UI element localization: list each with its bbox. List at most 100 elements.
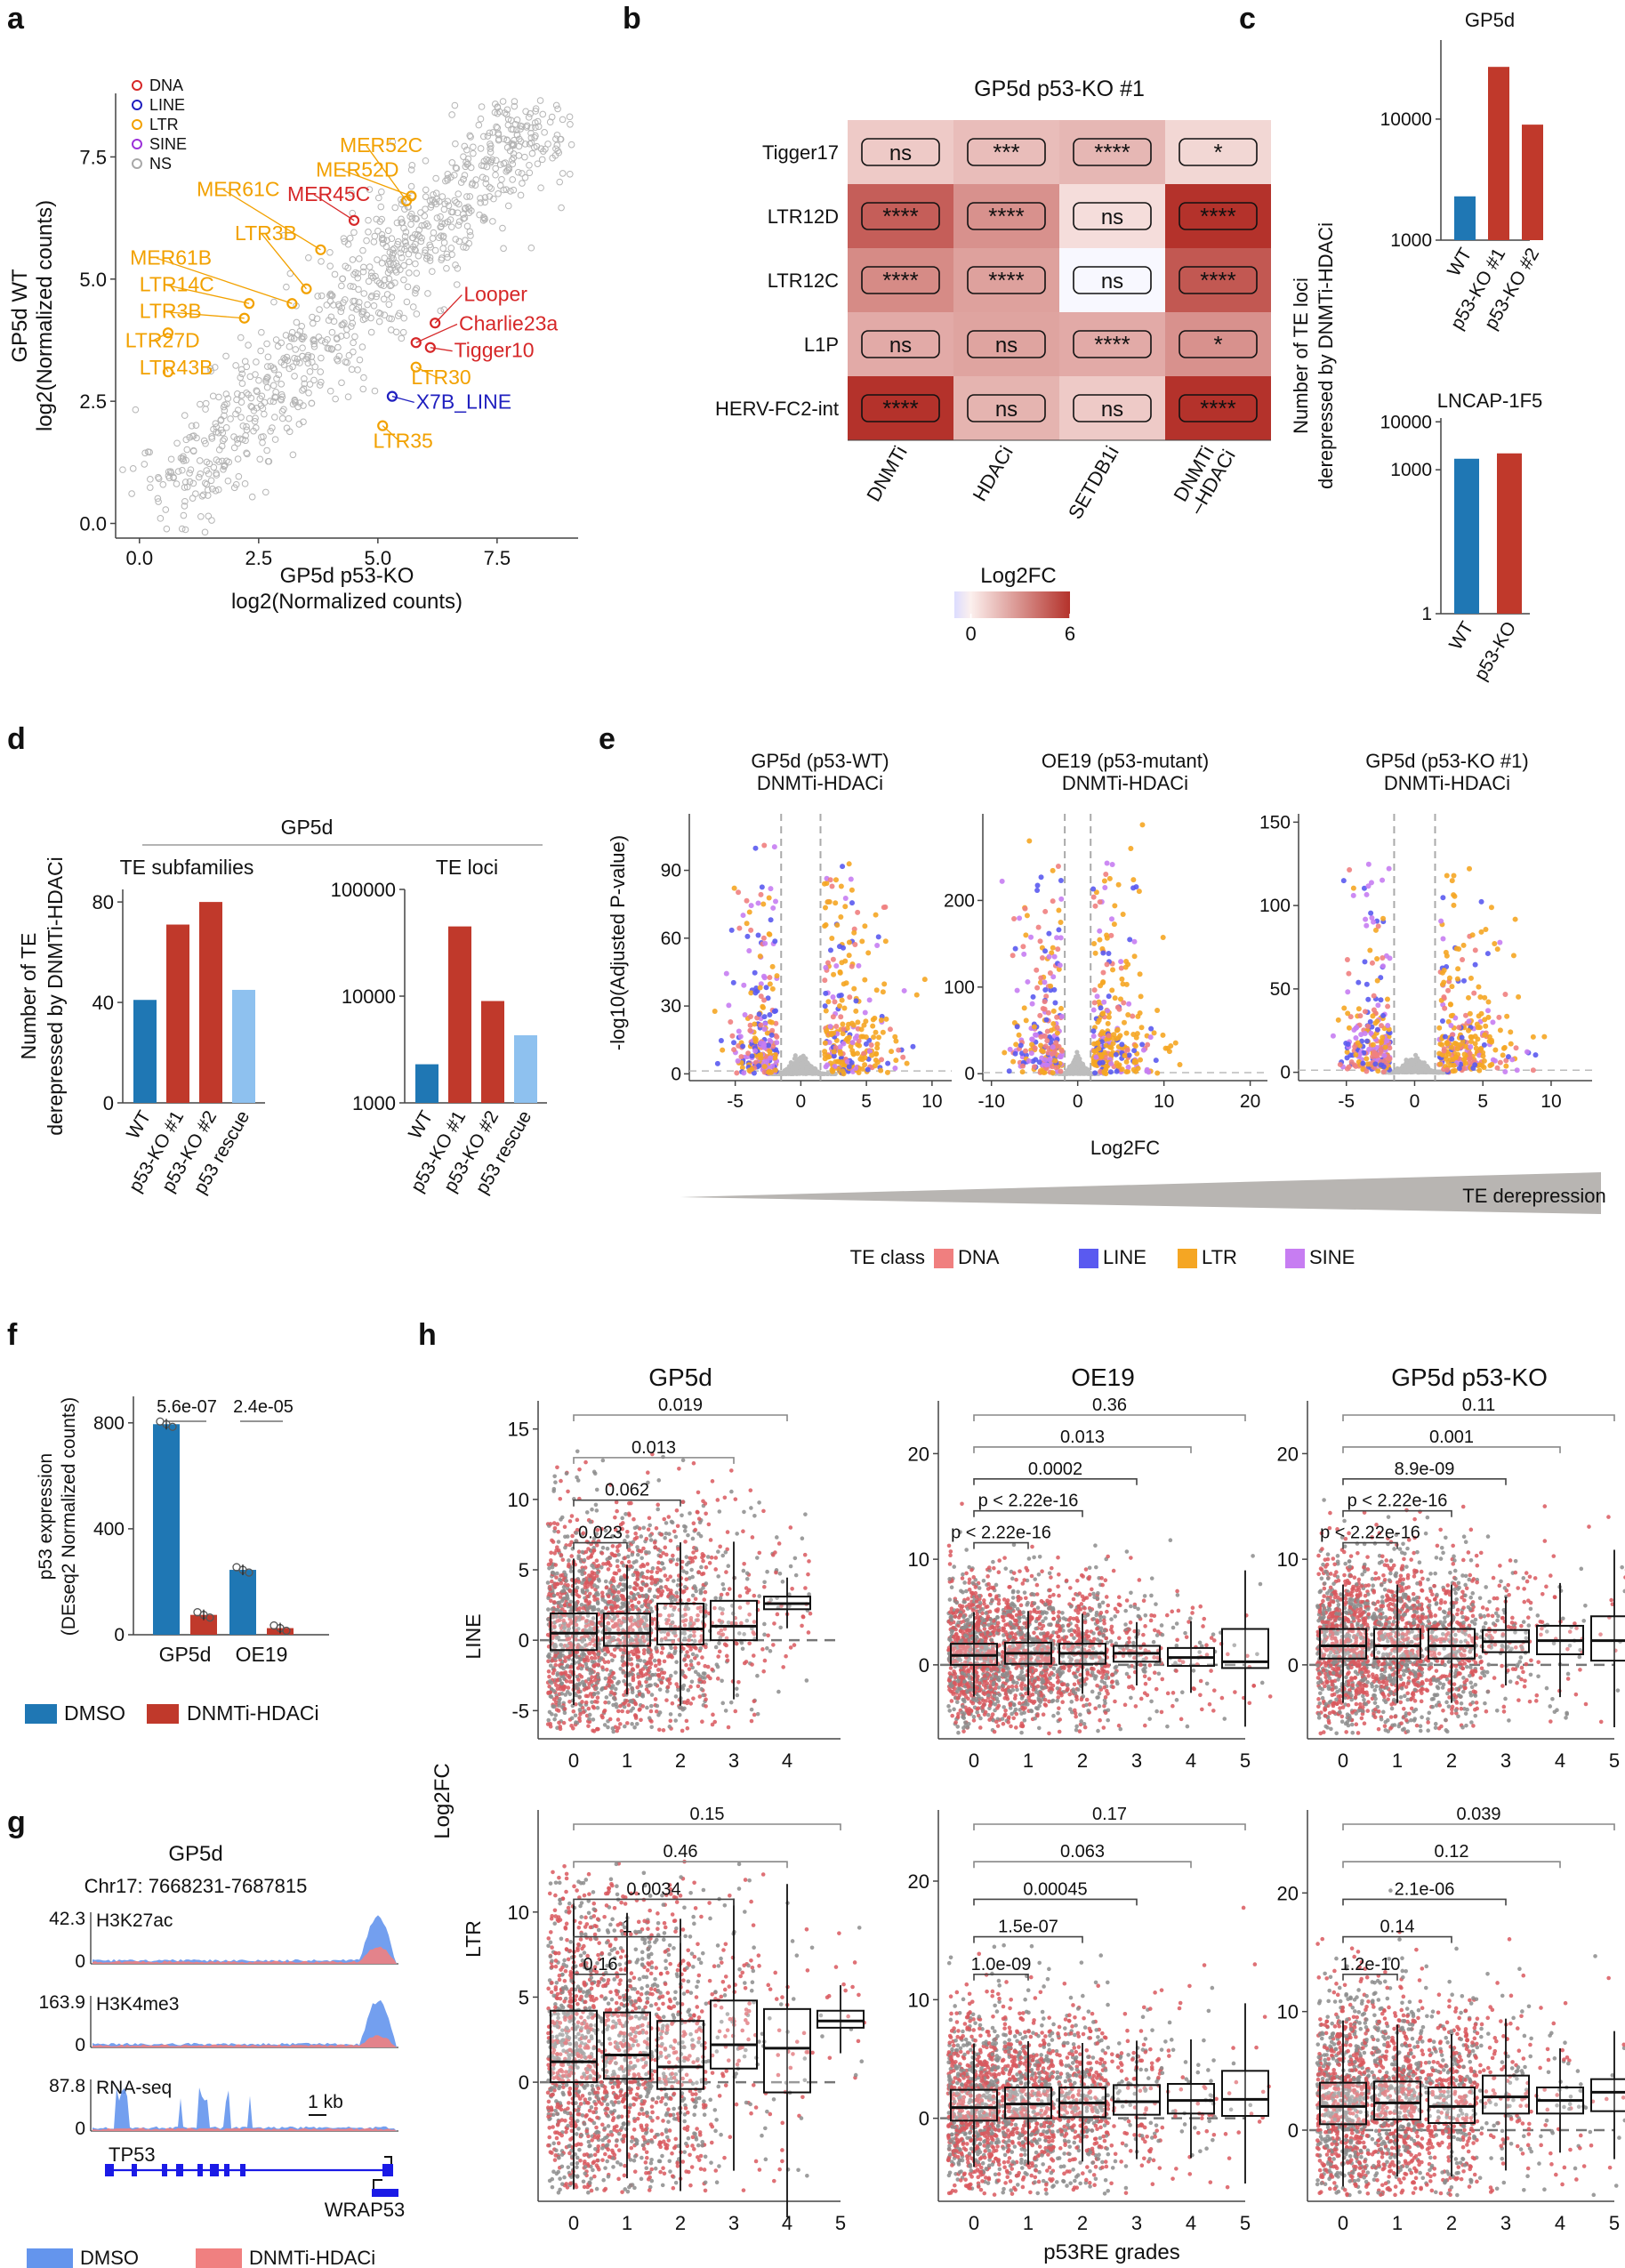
h-point bbox=[547, 1709, 552, 1715]
e-point bbox=[1047, 970, 1053, 977]
a-point-ns bbox=[291, 373, 298, 380]
a-legend-marker bbox=[132, 158, 142, 169]
e-point bbox=[1123, 1030, 1130, 1036]
h-point bbox=[590, 1675, 594, 1679]
h-point bbox=[550, 1538, 554, 1543]
a-point-ns bbox=[221, 401, 229, 408]
e-point bbox=[1346, 1064, 1352, 1070]
e-point bbox=[1364, 1038, 1371, 1044]
e-point bbox=[855, 909, 861, 915]
e-y-tick-label: 0 bbox=[1280, 1063, 1291, 1083]
h-point bbox=[577, 1569, 582, 1573]
h-point bbox=[566, 1564, 571, 1569]
h-point bbox=[587, 1712, 592, 1717]
a-point-ns bbox=[371, 387, 379, 395]
e-point bbox=[1119, 976, 1125, 982]
a-point-ns bbox=[467, 133, 474, 141]
e-point bbox=[1039, 1069, 1045, 1075]
e-point bbox=[761, 997, 768, 1003]
e-point-ns bbox=[801, 1055, 807, 1060]
a-point-label: LTR30 bbox=[411, 366, 471, 389]
e-point bbox=[1123, 959, 1130, 965]
e-point bbox=[1138, 1025, 1145, 1031]
c-y-label: Number of TE loci bbox=[1290, 277, 1312, 434]
a-point-ns bbox=[432, 174, 439, 182]
e-point bbox=[1364, 1056, 1370, 1062]
a-point-ns bbox=[182, 456, 189, 464]
g-track-max: 163.9 bbox=[38, 1992, 85, 2013]
e-point-ns bbox=[1080, 1061, 1086, 1066]
e-point bbox=[1488, 905, 1494, 911]
e-point bbox=[1091, 987, 1098, 993]
e-y-tick-label: 100 bbox=[944, 977, 975, 998]
e-point bbox=[1490, 1019, 1496, 1025]
h-point bbox=[551, 1600, 557, 1604]
a-point-ns bbox=[222, 390, 230, 398]
e-point bbox=[1058, 935, 1064, 941]
e-point bbox=[1160, 935, 1166, 941]
e-point-ns bbox=[780, 1071, 785, 1076]
a-point-ns bbox=[487, 185, 495, 192]
e-point bbox=[767, 975, 773, 981]
e-point bbox=[1445, 987, 1452, 993]
e-point bbox=[1032, 1045, 1038, 1051]
e-point bbox=[849, 963, 855, 969]
a-point-ns bbox=[234, 439, 242, 447]
e-point bbox=[1368, 1030, 1374, 1036]
e-point bbox=[1042, 948, 1049, 954]
a-point-ns bbox=[201, 479, 209, 487]
a-point-ns bbox=[507, 117, 515, 125]
e-x-tick-label: 0 bbox=[1410, 1091, 1420, 1112]
e-y-tick-label: 200 bbox=[944, 890, 975, 911]
e-point bbox=[1371, 993, 1377, 999]
g-region: Chr17: 7668231-7687815 bbox=[84, 1875, 308, 1897]
a-point-ns bbox=[243, 422, 250, 430]
a-point-ns bbox=[526, 161, 533, 169]
e-point bbox=[1029, 1001, 1035, 1007]
a-point-ns bbox=[531, 133, 538, 141]
e-point bbox=[823, 990, 829, 996]
b-row-label: L1P bbox=[804, 334, 839, 356]
e-point bbox=[1448, 1023, 1454, 1029]
a-point-ns bbox=[207, 477, 215, 485]
e-point bbox=[766, 1069, 772, 1075]
a-point-ns bbox=[406, 258, 413, 266]
b-sig-label: ns bbox=[889, 334, 912, 358]
d-bar bbox=[199, 902, 222, 1103]
e-point bbox=[1508, 1029, 1514, 1035]
e-y-tick-label: 50 bbox=[1270, 979, 1291, 1000]
e-point bbox=[744, 897, 750, 904]
e-point bbox=[1026, 1058, 1032, 1064]
h-point bbox=[581, 1709, 586, 1715]
e-point bbox=[1160, 1032, 1166, 1038]
f-pvalue: 2.4e-05 bbox=[233, 1397, 294, 1417]
g-exon bbox=[162, 2164, 167, 2176]
e-point bbox=[1514, 1067, 1520, 1074]
h-point bbox=[590, 1580, 594, 1585]
e-point bbox=[1455, 966, 1461, 972]
e-point-ns bbox=[1074, 1054, 1079, 1059]
panel-label-e: e bbox=[599, 722, 615, 756]
e-point bbox=[1137, 971, 1143, 977]
e-point bbox=[768, 917, 774, 923]
h-point bbox=[550, 1606, 555, 1612]
h-point bbox=[575, 1686, 580, 1691]
h-point bbox=[563, 1545, 567, 1550]
h-point bbox=[556, 1600, 560, 1605]
a-point-ns bbox=[466, 193, 474, 200]
e-point bbox=[1468, 1043, 1474, 1050]
e-point bbox=[1482, 1017, 1488, 1023]
a-point-ns bbox=[278, 407, 286, 415]
e-point bbox=[825, 1062, 831, 1068]
e-point bbox=[1058, 896, 1065, 902]
g-gene-label: TP53 bbox=[109, 2143, 156, 2166]
h-point bbox=[595, 1601, 600, 1606]
h-point bbox=[586, 1706, 591, 1711]
e-point bbox=[1386, 865, 1392, 872]
e-point-ns bbox=[1068, 1063, 1074, 1068]
e-point bbox=[767, 1011, 773, 1017]
e-point bbox=[1042, 908, 1049, 914]
e-point bbox=[1042, 999, 1048, 1005]
a-y-tick-label: 2.5 bbox=[79, 390, 107, 413]
b-colorbar-tick-label: 0 bbox=[965, 623, 976, 645]
